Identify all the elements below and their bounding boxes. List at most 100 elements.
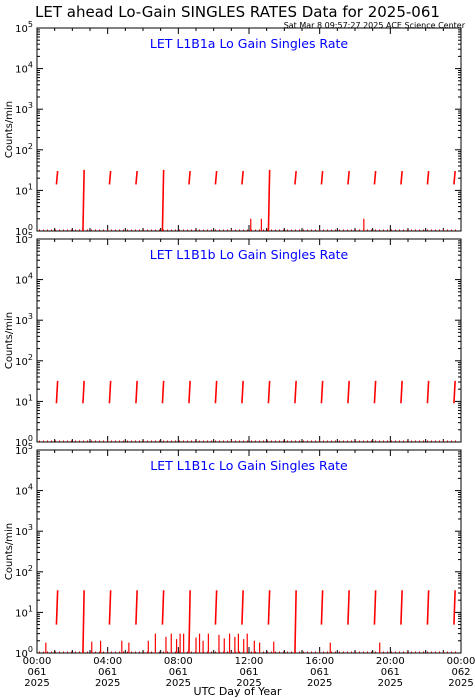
data-spike: [453, 170, 456, 185]
y-tick-label: 105: [15, 231, 33, 246]
y-tick-label: 101: [15, 393, 33, 408]
data-spike: [55, 590, 59, 625]
x-tick-doy: 061: [169, 667, 188, 678]
data-spike: [400, 380, 403, 404]
x-tick-year: 2025: [24, 678, 49, 689]
data-spike: [400, 170, 403, 185]
y-tick-label: 104: [15, 483, 33, 498]
data-spike: [214, 380, 218, 404]
y-tick-label: 101: [15, 604, 33, 619]
y-tick-label: 100: [15, 645, 33, 660]
x-tick-doy: 061: [310, 667, 329, 678]
data-spike: [347, 590, 350, 625]
data-spike: [294, 170, 297, 185]
x-axis-title: UTC Day of Year: [193, 685, 282, 698]
chart-panel-2: 100 101 102 103 104 105 Counts/min LET L1B1b Lo…: [4, 231, 462, 449]
x-tick-year: 2025: [236, 678, 261, 689]
page-title: LET ahead Lo-Gain SINGLES RATES Data for…: [35, 3, 440, 21]
data-spike: [135, 380, 138, 404]
data-spike: [294, 380, 297, 404]
data-spike: [188, 380, 191, 404]
data-spike: [347, 380, 350, 404]
x-tick-doy: 062: [451, 667, 470, 678]
data-spike: [320, 590, 324, 625]
data-spike: [135, 170, 138, 185]
y-tick-label: 103: [15, 523, 33, 538]
y-tick-label: 103: [15, 312, 33, 327]
timestamp: Sat Mar 8 09:57:27 2025 ACE Science Cent…: [283, 21, 465, 30]
data-spike: [188, 590, 191, 654]
data-spike: [373, 380, 377, 404]
data-spike: [426, 590, 430, 625]
data-spike: [373, 590, 377, 625]
y-tick-label: 105: [15, 20, 33, 35]
data-spike: [161, 169, 165, 232]
x-tick-year: 2025: [378, 678, 403, 689]
data-spike: [267, 590, 271, 625]
x-tick-time: 00:00: [447, 656, 475, 667]
x-tick-time: 04:00: [93, 656, 122, 667]
y-tick-label: 102: [15, 564, 33, 579]
data-spike: [241, 170, 244, 185]
data-spike: [135, 590, 138, 625]
data-spike: [267, 169, 271, 232]
data-spike: [320, 380, 324, 404]
data-spike: [426, 170, 430, 185]
data-spike: [241, 380, 244, 404]
data-spike: [373, 170, 377, 185]
y-axis-label: Counts/min: [4, 101, 15, 158]
y-tick-label: 102: [15, 353, 33, 368]
x-tick-time: 08:00: [164, 656, 193, 667]
y-tick-label: 100: [15, 434, 33, 449]
plot-frame: [36, 449, 462, 654]
y-tick-label: 101: [15, 182, 33, 197]
data-spike: [267, 380, 271, 404]
data-spike: [108, 170, 112, 185]
x-tick-time: 00:00: [23, 656, 52, 667]
data-spike: [214, 170, 218, 185]
x-tick-doy: 061: [381, 667, 400, 678]
data-spike: [241, 590, 244, 625]
data-spike: [161, 590, 165, 625]
y-axis-label: Counts/min: [4, 312, 15, 369]
data-spike: [82, 590, 85, 654]
chart-title: LET L1B1b Lo Gain Singles Rate: [150, 247, 349, 262]
x-tick-time: 20:00: [376, 656, 405, 667]
x-tick-year: 2025: [166, 678, 191, 689]
data-spike: [82, 380, 85, 404]
data-spike: [108, 590, 112, 625]
data-spike: [453, 380, 456, 404]
x-tick-year: 2025: [448, 678, 473, 689]
x-tick-doy: 061: [27, 667, 46, 678]
plot-frame: [36, 238, 462, 443]
data-spike: [453, 590, 456, 625]
plot-frame: [36, 27, 462, 232]
data-spike: [82, 169, 85, 232]
data-spike: [347, 170, 350, 185]
data-spike: [188, 170, 191, 185]
y-tick-label: 103: [15, 101, 33, 116]
y-tick-label: 104: [15, 272, 33, 287]
data-spike: [426, 380, 430, 404]
y-axis-label: Counts/min: [4, 523, 15, 580]
data-spike: [320, 170, 324, 185]
data-spike: [400, 590, 403, 625]
x-tick-doy: 061: [239, 667, 258, 678]
x-tick-time: 12:00: [235, 656, 264, 667]
y-tick-label: 102: [15, 142, 33, 157]
chart-title: LET L1B1c Lo Gain Singles Rate: [150, 458, 348, 473]
x-tick-doy: 061: [98, 667, 117, 678]
y-tick-label: 104: [15, 61, 33, 76]
x-tick-time: 16:00: [305, 656, 334, 667]
data-spike: [55, 380, 59, 404]
y-tick-label: 100: [15, 223, 33, 238]
x-tick-year: 2025: [95, 678, 120, 689]
data-spike: [214, 590, 218, 625]
chart-panel-3: 100 101 102 103 104 105 Counts/min LET L1B1c Lo…: [4, 442, 462, 660]
chart-panel-1: 100 101 102 103 104 105 Counts/min LET L1B1a Lo…: [4, 20, 462, 238]
